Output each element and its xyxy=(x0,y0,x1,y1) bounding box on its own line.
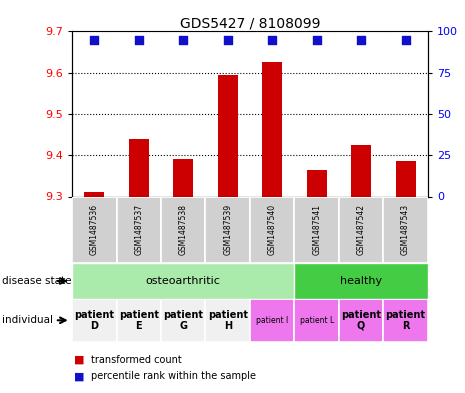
Bar xyxy=(262,62,282,196)
Bar xyxy=(383,299,428,342)
Text: GSM1487541: GSM1487541 xyxy=(312,204,321,255)
Bar xyxy=(383,196,428,263)
Bar xyxy=(339,299,383,342)
Text: patient
H: patient H xyxy=(208,310,248,331)
Bar xyxy=(206,299,250,342)
Text: disease state: disease state xyxy=(2,276,72,286)
Text: GSM1487542: GSM1487542 xyxy=(357,204,365,255)
Point xyxy=(313,37,320,43)
Bar xyxy=(250,299,294,342)
Bar xyxy=(117,299,161,342)
Text: GSM1487539: GSM1487539 xyxy=(223,204,232,255)
Text: individual: individual xyxy=(2,315,53,325)
Text: patient
G: patient G xyxy=(163,310,203,331)
Text: GSM1487538: GSM1487538 xyxy=(179,204,188,255)
Bar xyxy=(294,299,339,342)
Bar xyxy=(72,263,294,299)
Text: GSM1487540: GSM1487540 xyxy=(268,204,277,255)
Text: patient
Q: patient Q xyxy=(341,310,381,331)
Point xyxy=(358,37,365,43)
Bar xyxy=(72,299,117,342)
Bar xyxy=(306,170,326,196)
Text: patient
D: patient D xyxy=(74,310,114,331)
Text: GSM1487543: GSM1487543 xyxy=(401,204,410,255)
Bar xyxy=(339,196,383,263)
Bar xyxy=(84,193,104,196)
Bar xyxy=(129,139,149,196)
Bar xyxy=(218,75,238,196)
Text: transformed count: transformed count xyxy=(91,354,181,365)
Bar xyxy=(351,145,371,196)
Bar xyxy=(250,196,294,263)
Point xyxy=(91,37,98,43)
Text: patient I: patient I xyxy=(256,316,288,325)
Bar xyxy=(173,159,193,196)
Point xyxy=(179,37,187,43)
Text: patient
R: patient R xyxy=(385,310,425,331)
Bar xyxy=(117,196,161,263)
Text: healthy: healthy xyxy=(340,276,382,286)
Text: patient L: patient L xyxy=(299,316,334,325)
Text: GSM1487536: GSM1487536 xyxy=(90,204,99,255)
Point xyxy=(135,37,142,43)
Text: ■: ■ xyxy=(74,371,85,382)
Text: ■: ■ xyxy=(74,354,85,365)
Bar xyxy=(72,196,117,263)
Bar xyxy=(206,196,250,263)
Text: patient
E: patient E xyxy=(119,310,159,331)
Bar xyxy=(294,263,428,299)
Title: GDS5427 / 8108099: GDS5427 / 8108099 xyxy=(179,16,320,30)
Bar xyxy=(396,162,416,196)
Bar xyxy=(294,196,339,263)
Bar xyxy=(161,196,206,263)
Text: osteoarthritic: osteoarthritic xyxy=(146,276,221,286)
Point xyxy=(224,37,232,43)
Point xyxy=(268,37,276,43)
Text: percentile rank within the sample: percentile rank within the sample xyxy=(91,371,256,382)
Bar xyxy=(161,299,206,342)
Text: GSM1487537: GSM1487537 xyxy=(134,204,143,255)
Point xyxy=(402,37,409,43)
